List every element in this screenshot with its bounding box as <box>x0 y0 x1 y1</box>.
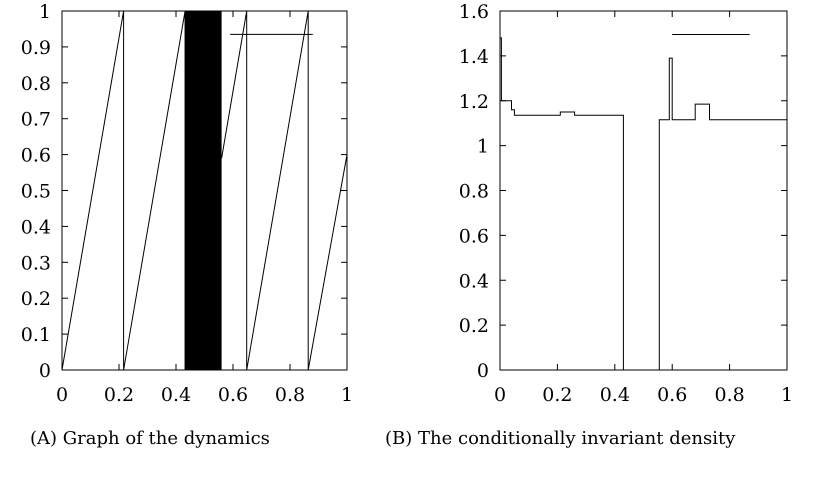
series-line-0 <box>500 37 787 371</box>
y-tick-label: 0.7 <box>21 109 51 131</box>
y-tick-label: 0.4 <box>459 270 489 292</box>
y-tick-label: 0.8 <box>459 181 489 203</box>
y-tick-label: 0.4 <box>21 216 51 238</box>
y-tick-label: 0.2 <box>21 288 51 310</box>
y-tick-label: 0.3 <box>21 252 51 274</box>
x-tick-label: 0 <box>494 384 506 406</box>
caption-b: (B) The conditionally invariant density <box>385 428 735 449</box>
x-tick-label: 1 <box>781 384 793 406</box>
y-tick-label: 0 <box>39 360 51 382</box>
y-tick-label: 1 <box>477 136 489 158</box>
y-tick-label: 1.2 <box>459 91 489 113</box>
y-tick-label: 1.4 <box>459 46 489 68</box>
caption-a-text: Graph of the dynamics <box>62 428 270 449</box>
series-line-1 <box>221 10 348 371</box>
y-tick-label: 0.9 <box>21 37 51 59</box>
plot-frame <box>499 10 788 371</box>
y-tick-label: 0.1 <box>21 324 51 346</box>
x-tick-label: 0.6 <box>218 384 248 406</box>
x-tick-label: 0.2 <box>542 384 572 406</box>
y-tick-label: 1 <box>39 1 51 23</box>
x-tick-label: 0 <box>56 384 68 406</box>
series-line-0 <box>61 10 186 371</box>
x-tick-label: 0.2 <box>104 384 134 406</box>
caption-a: (A) Graph of the dynamics <box>30 428 270 449</box>
panel-b-density: 0 0.2 0.4 0.6 0.8 1 0 0.2 0.4 0.6 0.8 1 1.2 1.4 1.6 <box>459 1 793 406</box>
y-tick-label: 1.6 <box>459 1 489 23</box>
y-tick-label: 0 <box>477 360 489 382</box>
panel-a-dynamics: 0 0.2 0.4 0.6 0.8 1 0 0.1 0.2 0.3 0.4 0.5 0.6 0.7 0.8 0… <box>21 1 353 406</box>
x-tick-label: 0.4 <box>600 384 630 406</box>
x-tick-label: 0.8 <box>714 384 744 406</box>
x-tick-label: 1 <box>341 384 353 406</box>
x-tick-label: 0.6 <box>657 384 687 406</box>
y-tick-label: 0.6 <box>21 145 51 167</box>
x-tick-label: 0.8 <box>275 384 305 406</box>
y-tick-label: 0.5 <box>21 181 51 203</box>
x-tick-label: 0.4 <box>161 384 191 406</box>
y-tick-label: 0.2 <box>459 315 489 337</box>
y-tick-label: 0.6 <box>459 225 489 247</box>
caption-b-tag: (B) <box>385 428 413 449</box>
hole-band <box>184 11 222 370</box>
caption-b-text: The conditionally invariant density <box>418 428 736 449</box>
y-tick-label: 0.8 <box>21 73 51 95</box>
caption-a-tag: (A) <box>30 428 58 449</box>
